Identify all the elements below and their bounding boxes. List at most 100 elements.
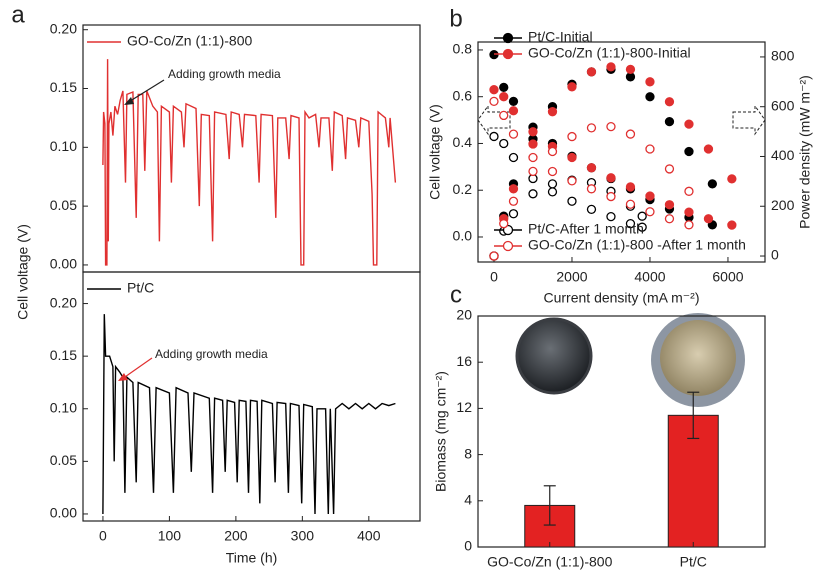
y2-tick-label: 800 <box>771 48 795 64</box>
x-tick-label: 100 <box>158 528 182 544</box>
y-tick-label: 0.05 <box>50 452 77 468</box>
y-tick-label: 4 <box>464 492 472 508</box>
x-tick-label: 6000 <box>712 269 743 285</box>
y-tick-label: 20 <box>456 307 472 323</box>
legend-marker <box>502 48 514 60</box>
data-point <box>664 164 675 174</box>
plot-frame <box>477 41 766 263</box>
axis-title: Cell voltage (V) <box>15 224 31 320</box>
data-line <box>102 59 397 266</box>
data-point <box>606 173 616 183</box>
panel-letter: c <box>450 281 462 308</box>
data-point <box>528 166 538 177</box>
data-point <box>684 186 694 196</box>
error-bar <box>687 391 700 440</box>
x-tick-label: 0 <box>99 528 107 544</box>
x-tick-label: 300 <box>291 528 315 544</box>
data-point <box>508 129 519 139</box>
legend-label: Pt/C-Initial <box>528 29 593 45</box>
y2-tick-label: 400 <box>771 147 795 163</box>
legend-label: Pt/C-After 1 month <box>528 221 644 237</box>
y-tick-label: 0.6 <box>453 87 473 103</box>
data-point <box>489 96 499 107</box>
data-point <box>499 82 509 93</box>
x-tick-label: 0 <box>490 269 498 285</box>
electrode-photo <box>660 320 736 396</box>
data-point <box>637 222 647 232</box>
x-tick-label: GO-Co/Zn (1:1)-800 <box>487 554 612 570</box>
data-point <box>727 220 737 230</box>
data-point <box>586 204 597 215</box>
plot-frame <box>477 315 766 548</box>
y-tick-label: 0.2 <box>453 181 473 197</box>
data-point <box>664 214 675 224</box>
annotation: Adding growth media <box>155 347 268 361</box>
y-tick-label: 0.10 <box>50 399 77 415</box>
electrode-photo <box>515 317 593 395</box>
legend-marker <box>502 240 514 252</box>
data-point <box>489 131 499 142</box>
data-point <box>586 123 597 133</box>
data-point <box>707 179 718 189</box>
axis-title: Biomass (mg cm⁻²) <box>433 371 449 492</box>
data-point <box>645 77 655 87</box>
data-point <box>606 191 616 202</box>
data-point <box>684 220 694 230</box>
data-point <box>664 200 675 210</box>
data-point <box>547 179 558 189</box>
data-point <box>586 184 597 194</box>
data-point <box>567 176 577 186</box>
panel-letter: b <box>449 5 462 32</box>
data-point <box>586 163 597 173</box>
y2-tick-label: 200 <box>771 197 795 213</box>
y-tick-label: 0.8 <box>453 41 473 57</box>
data-point <box>489 85 499 95</box>
axis-arrow <box>477 104 511 136</box>
x-tick-label: 200 <box>224 528 248 544</box>
data-point <box>489 251 499 261</box>
y-tick-label: 0.0 <box>453 228 473 244</box>
data-point <box>727 174 737 184</box>
data-point <box>528 152 538 163</box>
annotation-arrowhead <box>124 97 134 105</box>
legend-marker <box>502 32 514 44</box>
y2-tick-label: 600 <box>771 97 795 113</box>
data-point <box>645 144 655 154</box>
legend-label: GO-Co/Zn (1:1)-800-Initial <box>528 45 691 61</box>
data-point <box>645 207 655 217</box>
data-point <box>645 92 655 102</box>
data-point <box>508 96 519 107</box>
x-tick-label: 4000 <box>634 269 665 285</box>
data-point <box>528 127 538 137</box>
y-tick-label: 0 <box>464 538 472 554</box>
panel-letter: a <box>11 1 25 28</box>
data-point <box>528 139 538 149</box>
data-point <box>547 107 558 117</box>
data-point <box>567 131 577 142</box>
data-point <box>645 191 655 201</box>
y-tick-label: 0.15 <box>50 347 77 363</box>
data-point <box>684 207 694 217</box>
data-point <box>499 138 509 149</box>
data-point <box>586 67 597 77</box>
y-tick-label: 8 <box>464 445 472 461</box>
data-point <box>703 214 714 224</box>
data-line <box>102 314 396 515</box>
data-point <box>567 82 577 92</box>
data-point <box>664 116 675 127</box>
legend-label: Pt/C <box>127 280 154 296</box>
x-tick-label: Pt/C <box>680 554 707 570</box>
data-point <box>547 166 558 177</box>
data-point <box>606 62 616 72</box>
data-point <box>508 209 519 219</box>
data-point <box>703 144 714 154</box>
legend-label: GO-Co/Zn (1:1)-800 <box>127 33 252 49</box>
data-point <box>499 219 509 229</box>
plot-frame <box>82 271 421 522</box>
data-point <box>625 64 636 75</box>
y-tick-label: 12 <box>456 399 472 415</box>
y-tick-label: 0.10 <box>50 138 77 154</box>
y-tick-label: 0.20 <box>50 294 77 310</box>
data-point <box>508 152 519 163</box>
